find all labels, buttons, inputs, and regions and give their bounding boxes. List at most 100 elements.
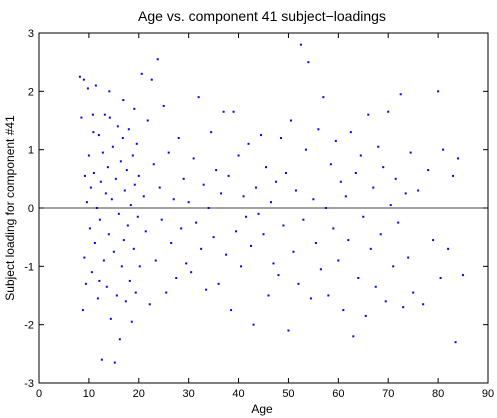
data-point bbox=[108, 90, 111, 93]
data-point bbox=[357, 277, 360, 279]
data-point bbox=[99, 180, 102, 183]
data-point bbox=[299, 43, 302, 46]
data-point bbox=[126, 224, 129, 227]
data-point bbox=[404, 192, 407, 195]
data-point bbox=[319, 268, 322, 271]
data-point bbox=[422, 303, 425, 306]
data-point bbox=[81, 309, 84, 312]
data-point bbox=[80, 116, 83, 119]
data-point bbox=[245, 215, 248, 218]
x-tick-label: 0 bbox=[36, 388, 42, 400]
data-point bbox=[397, 221, 400, 224]
data-point bbox=[309, 297, 312, 300]
data-point bbox=[274, 180, 277, 183]
data-point bbox=[282, 224, 285, 227]
data-point bbox=[387, 110, 390, 113]
data-point bbox=[284, 172, 287, 174]
data-point bbox=[307, 61, 310, 64]
data-point bbox=[170, 242, 173, 244]
data-point bbox=[200, 247, 203, 250]
data-point bbox=[304, 148, 307, 151]
data-point bbox=[439, 277, 442, 279]
data-point bbox=[394, 177, 397, 180]
data-point bbox=[165, 291, 168, 294]
x-tick-label: 30 bbox=[183, 388, 195, 400]
data-point bbox=[113, 361, 116, 364]
data-point bbox=[154, 259, 157, 262]
data-point bbox=[294, 189, 297, 192]
data-point bbox=[167, 151, 170, 154]
x-tick-label: 50 bbox=[282, 388, 294, 400]
data-point bbox=[210, 131, 213, 134]
data-point bbox=[334, 139, 337, 142]
data-point bbox=[242, 195, 245, 198]
data-point bbox=[267, 294, 270, 297]
data-point bbox=[207, 207, 210, 209]
data-point bbox=[148, 303, 151, 306]
data-point bbox=[146, 119, 149, 122]
data-point bbox=[264, 166, 267, 169]
data-point bbox=[384, 300, 387, 303]
data-point bbox=[409, 151, 412, 154]
data-point bbox=[462, 274, 465, 277]
y-tick-label: 3 bbox=[28, 28, 34, 40]
data-point bbox=[389, 204, 392, 207]
data-point bbox=[232, 110, 235, 113]
data-point bbox=[252, 323, 255, 326]
data-point bbox=[87, 154, 90, 157]
data-point bbox=[182, 177, 185, 180]
data-point bbox=[101, 151, 104, 154]
data-point bbox=[132, 247, 135, 250]
data-point bbox=[230, 309, 233, 312]
data-point bbox=[104, 192, 107, 195]
data-point bbox=[97, 134, 100, 137]
data-point bbox=[260, 134, 263, 137]
data-point bbox=[138, 265, 141, 268]
data-point bbox=[119, 160, 122, 163]
data-point bbox=[337, 259, 340, 262]
data-point bbox=[88, 227, 91, 230]
data-point bbox=[227, 174, 230, 177]
data-point bbox=[131, 154, 134, 157]
data-point bbox=[187, 201, 190, 204]
data-point bbox=[292, 250, 295, 253]
data-point bbox=[78, 75, 81, 78]
data-point bbox=[172, 198, 175, 201]
data-point bbox=[83, 174, 86, 177]
data-point bbox=[98, 279, 101, 282]
data-point bbox=[417, 189, 420, 192]
data-point bbox=[312, 198, 315, 201]
data-point bbox=[205, 288, 208, 291]
data-point bbox=[342, 309, 345, 312]
data-point bbox=[180, 227, 183, 230]
data-point bbox=[279, 137, 282, 139]
x-tick-label: 60 bbox=[332, 388, 344, 400]
data-point bbox=[329, 163, 332, 166]
data-point bbox=[156, 58, 159, 61]
data-point bbox=[427, 169, 430, 172]
data-point bbox=[90, 271, 93, 274]
data-point bbox=[347, 239, 350, 242]
data-point bbox=[452, 174, 455, 177]
data-point bbox=[82, 78, 85, 81]
data-point bbox=[160, 218, 163, 221]
data-point bbox=[105, 285, 108, 288]
data-point bbox=[377, 145, 380, 148]
data-point bbox=[362, 215, 365, 218]
data-point bbox=[109, 317, 112, 320]
data-point bbox=[454, 341, 457, 344]
data-point bbox=[237, 154, 240, 157]
data-point bbox=[352, 335, 355, 338]
y-tick-label: -2 bbox=[24, 320, 34, 332]
data-point bbox=[125, 169, 128, 172]
data-point bbox=[277, 274, 280, 277]
data-point bbox=[339, 180, 342, 183]
data-point bbox=[124, 300, 127, 303]
data-point bbox=[344, 195, 347, 198]
data-point bbox=[217, 282, 220, 285]
data-point bbox=[255, 186, 258, 189]
data-point bbox=[177, 137, 180, 139]
data-point bbox=[92, 131, 95, 134]
y-axis-label: Subject loading for component #41 bbox=[3, 115, 17, 301]
